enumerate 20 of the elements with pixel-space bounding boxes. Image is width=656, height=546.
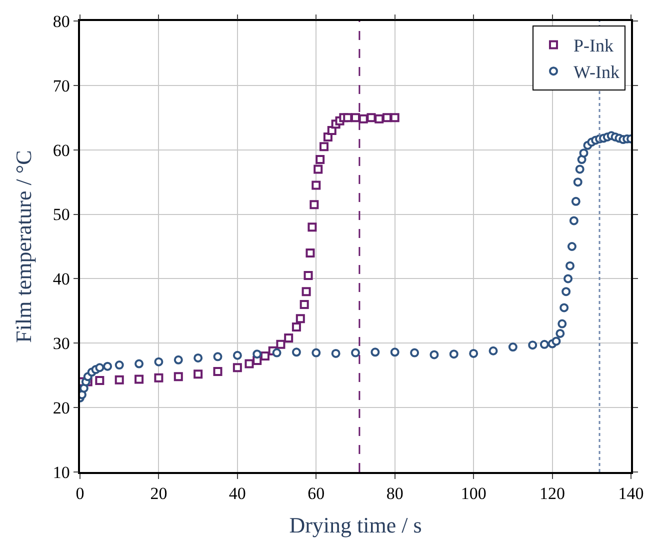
x-tick-label: 0 <box>76 484 84 504</box>
x-tick-label: 100 <box>460 484 486 504</box>
x-tick-label: 80 <box>386 484 404 504</box>
x-tick-label: 120 <box>540 484 566 504</box>
x-axis-title: Drying time / s <box>289 512 422 538</box>
x-tick-label: 40 <box>228 484 246 504</box>
y-tick-label: 70 <box>52 76 70 96</box>
legend-label: P-Ink <box>573 36 614 56</box>
x-tick-label: 140 <box>618 484 644 504</box>
y-tick-label: 50 <box>52 205 70 224</box>
x-tick-label: 20 <box>150 484 168 504</box>
legend-label: W-Ink <box>573 62 620 82</box>
y-tick-label: 80 <box>52 12 70 31</box>
y-tick-label: 40 <box>52 270 70 289</box>
y-axis-title: Film temperature / °C <box>11 150 36 343</box>
y-tick-label: 60 <box>52 140 70 160</box>
y-tick-label: 20 <box>52 398 70 418</box>
y-tick-label: 10 <box>52 462 70 482</box>
y-tick-label: 30 <box>52 334 70 354</box>
x-tick-label: 60 <box>308 484 325 504</box>
